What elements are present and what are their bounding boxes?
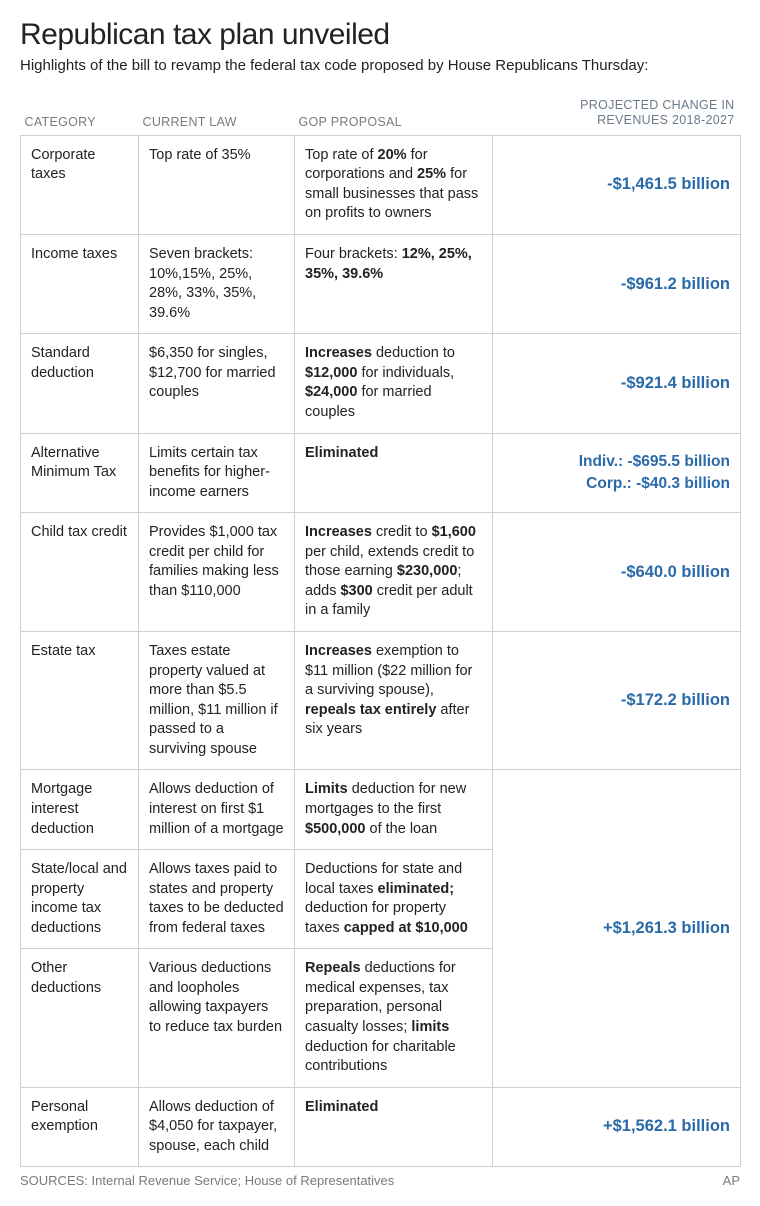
tax-plan-table: CATEGORY CURRENT LAW GOP PROPOSAL PROJEC… [20,94,741,1168]
cell-gop-proposal: Eliminated [295,1087,493,1167]
cell-category: Other deductions [21,949,139,1087]
cell-revenue-change: -$961.2 billion [493,235,741,334]
col-header-category: CATEGORY [21,94,139,136]
cell-revenue-change: +$1,562.1 billion [493,1087,741,1167]
table-row: Standard deduction$6,350 for singles, $1… [21,334,741,433]
cell-gop-proposal: Eliminated [295,433,493,513]
table-row: Income taxesSeven brackets: 10%,15%, 25%… [21,235,741,334]
cell-current-law: Top rate of 35% [139,135,295,234]
cell-revenue-change: -$1,461.5 billion [493,135,741,234]
table-row: Corporate taxesTop rate of 35%Top rate o… [21,135,741,234]
cell-gop-proposal: Repeals deductions for medical expenses,… [295,949,493,1087]
cell-category: Income taxes [21,235,139,334]
cell-gop-proposal: Limits deduction for new mortgages to th… [295,770,493,850]
cell-revenue-change: -$172.2 billion [493,632,741,770]
table-header-row: CATEGORY CURRENT LAW GOP PROPOSAL PROJEC… [21,94,741,136]
cell-current-law: $6,350 for singles, $12,700 for married … [139,334,295,433]
cell-current-law: Provides $1,000 tax credit per child for… [139,513,295,632]
table-row: Mortgage interest deductionAllows deduct… [21,770,741,850]
table-row: Personal exemptionAllows deduction of $4… [21,1087,741,1167]
cell-revenue-change: Indiv.: -$695.5 billionCorp.: -$40.3 bil… [493,433,741,513]
cell-current-law: Various deductions and loopholes allowin… [139,949,295,1087]
cell-current-law: Limits certain tax benefits for higher-i… [139,433,295,513]
cell-current-law: Taxes estate property valued at more tha… [139,632,295,770]
col-header-current: CURRENT LAW [139,94,295,136]
credit-text: AP [723,1173,740,1188]
cell-gop-proposal: Increases deduction to $12,000 for indiv… [295,334,493,433]
col-header-proposal: GOP PROPOSAL [295,94,493,136]
cell-revenue-change: +$1,261.3 billion [493,770,741,1087]
page-title: Republican tax plan unveiled [20,18,740,52]
cell-gop-proposal: Increases exemption to $11 million ($22 … [295,632,493,770]
cell-category: Standard deduction [21,334,139,433]
col-header-revenue: PROJECTED CHANGE IN REVENUES 2018-2027 [493,94,741,136]
cell-category: Child tax credit [21,513,139,632]
cell-category: Personal exemption [21,1087,139,1167]
cell-gop-proposal: Four brackets: 12%, 25%, 35%, 39.6% [295,235,493,334]
cell-gop-proposal: Top rate of 20% for corporations and 25%… [295,135,493,234]
cell-current-law: Allows deduction of interest on first $1… [139,770,295,850]
cell-current-law: Seven brackets: 10%,15%, 25%, 28%, 33%, … [139,235,295,334]
page-subtitle: Highlights of the bill to revamp the fed… [20,56,740,76]
footer: SOURCES: Internal Revenue Service; House… [20,1173,740,1188]
cell-category: Alternative Minimum Tax [21,433,139,513]
cell-revenue-change: -$640.0 billion [493,513,741,632]
sources-text: SOURCES: Internal Revenue Service; House… [20,1173,394,1188]
cell-category: Corporate taxes [21,135,139,234]
cell-category: Mortgage interest deduction [21,770,139,850]
cell-category: Estate tax [21,632,139,770]
cell-gop-proposal: Deductions for state and local taxes eli… [295,850,493,949]
table-row: Child tax creditProvides $1,000 tax cred… [21,513,741,632]
cell-current-law: Allows deduction of $4,050 for taxpayer,… [139,1087,295,1167]
table-row: Estate taxTaxes estate property valued a… [21,632,741,770]
cell-current-law: Allows taxes paid to states and property… [139,850,295,949]
table-row: Alternative Minimum TaxLimits certain ta… [21,433,741,513]
cell-revenue-change: -$921.4 billion [493,334,741,433]
cell-category: State/local and property income tax dedu… [21,850,139,949]
cell-gop-proposal: Increases credit to $1,600 per child, ex… [295,513,493,632]
